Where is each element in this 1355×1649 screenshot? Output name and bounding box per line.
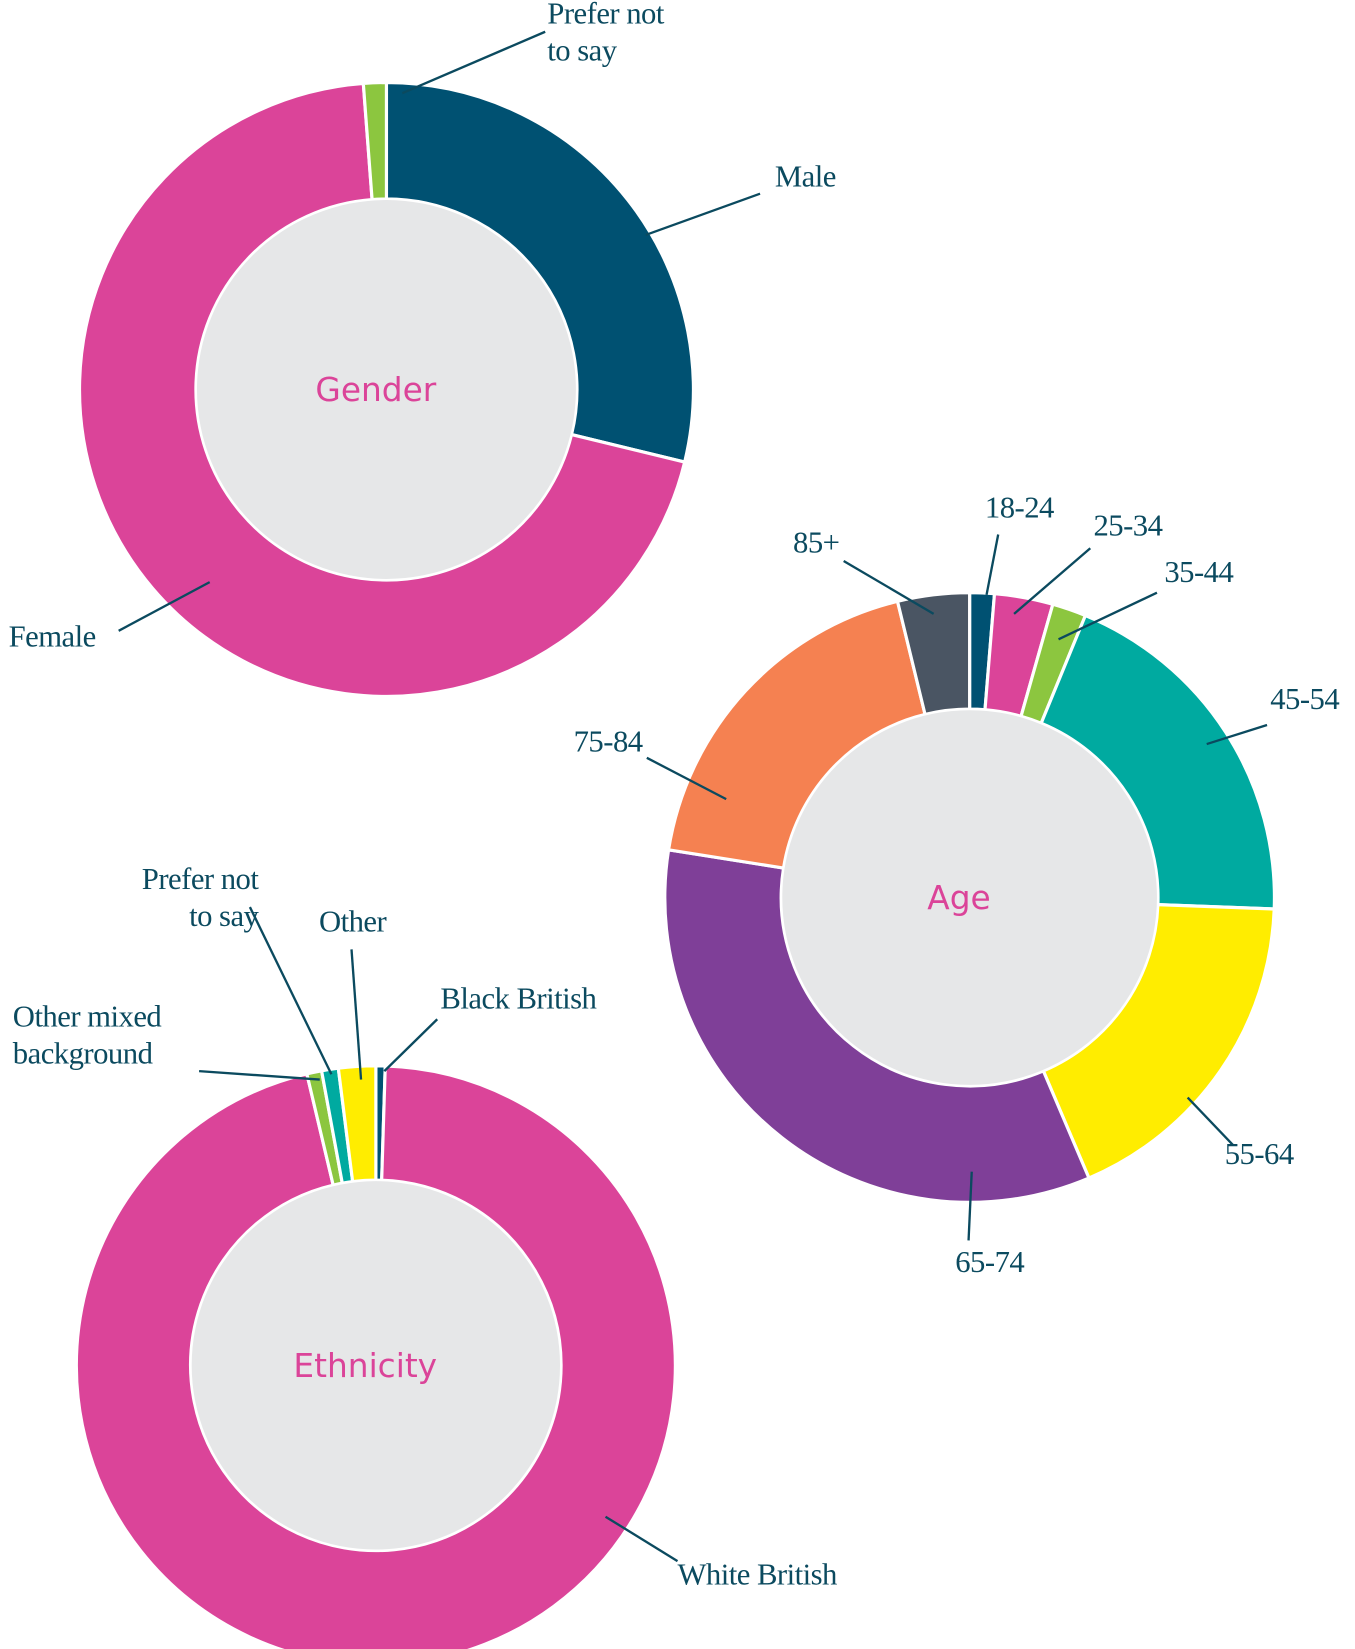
label-line: to say [189, 899, 259, 933]
donut-hole [782, 710, 1157, 1085]
donut-segment [384, 80, 695, 465]
donut-segment [1041, 902, 1276, 1181]
leader-line [383, 1018, 439, 1072]
segment-label: White British [678, 1557, 838, 1591]
segment-label: Prefer not to say [142, 862, 260, 933]
segment-label: Male [775, 159, 836, 193]
donut-segment [663, 848, 1092, 1204]
leader-line [604, 1515, 679, 1563]
segment-label: 35-44 [1164, 555, 1233, 589]
donut-segment [77, 81, 687, 699]
chart-title: Gender [315, 371, 436, 409]
segment-label: 85+ [793, 525, 839, 559]
segment-label: 25-34 [1093, 509, 1162, 543]
leader-line [1013, 547, 1092, 615]
segment-label: 55-64 [1225, 1137, 1294, 1171]
leader-line [843, 559, 935, 615]
donut-hole [196, 200, 576, 579]
segment-label: Other mixed background [13, 1000, 162, 1071]
segment-label: 18-24 [985, 491, 1054, 525]
donut-segment [361, 80, 389, 202]
leader-line [199, 1069, 320, 1081]
donut-segment [336, 1064, 378, 1184]
leader-line [1186, 1096, 1235, 1147]
segment-label: Black British [440, 982, 596, 1016]
chart-title: Ethnicity [293, 1347, 437, 1385]
leader-line [646, 756, 727, 801]
segment-label: Other [319, 904, 387, 938]
leader-line [985, 534, 1000, 596]
chart-title: Age [927, 879, 990, 917]
donut-segment [74, 1064, 677, 1649]
donut-segment [895, 591, 972, 717]
label-line: Prefer not [547, 0, 665, 30]
segment-label: 65-74 [955, 1245, 1024, 1279]
label-line: background [13, 1037, 153, 1071]
segment-label: 75-84 [574, 724, 643, 758]
donut-segment [666, 599, 927, 870]
leader-line [967, 1171, 973, 1241]
leader-line [401, 30, 546, 95]
leader-line [118, 581, 211, 632]
leader-line [350, 949, 363, 1080]
label-line: Other mixed [13, 1000, 162, 1034]
leader-line [248, 906, 333, 1075]
donut-hole [191, 1181, 561, 1550]
label-line: Prefer not [142, 862, 260, 896]
segment-label: Female [9, 620, 96, 654]
leader-line [1058, 591, 1158, 641]
donut-segment [1039, 613, 1277, 911]
segment-label: 45-54 [1270, 682, 1339, 716]
leader-line [1206, 723, 1268, 746]
segment-label: Prefer not to say [547, 0, 665, 67]
leader-line [645, 192, 761, 237]
label-line: to say [547, 33, 617, 67]
